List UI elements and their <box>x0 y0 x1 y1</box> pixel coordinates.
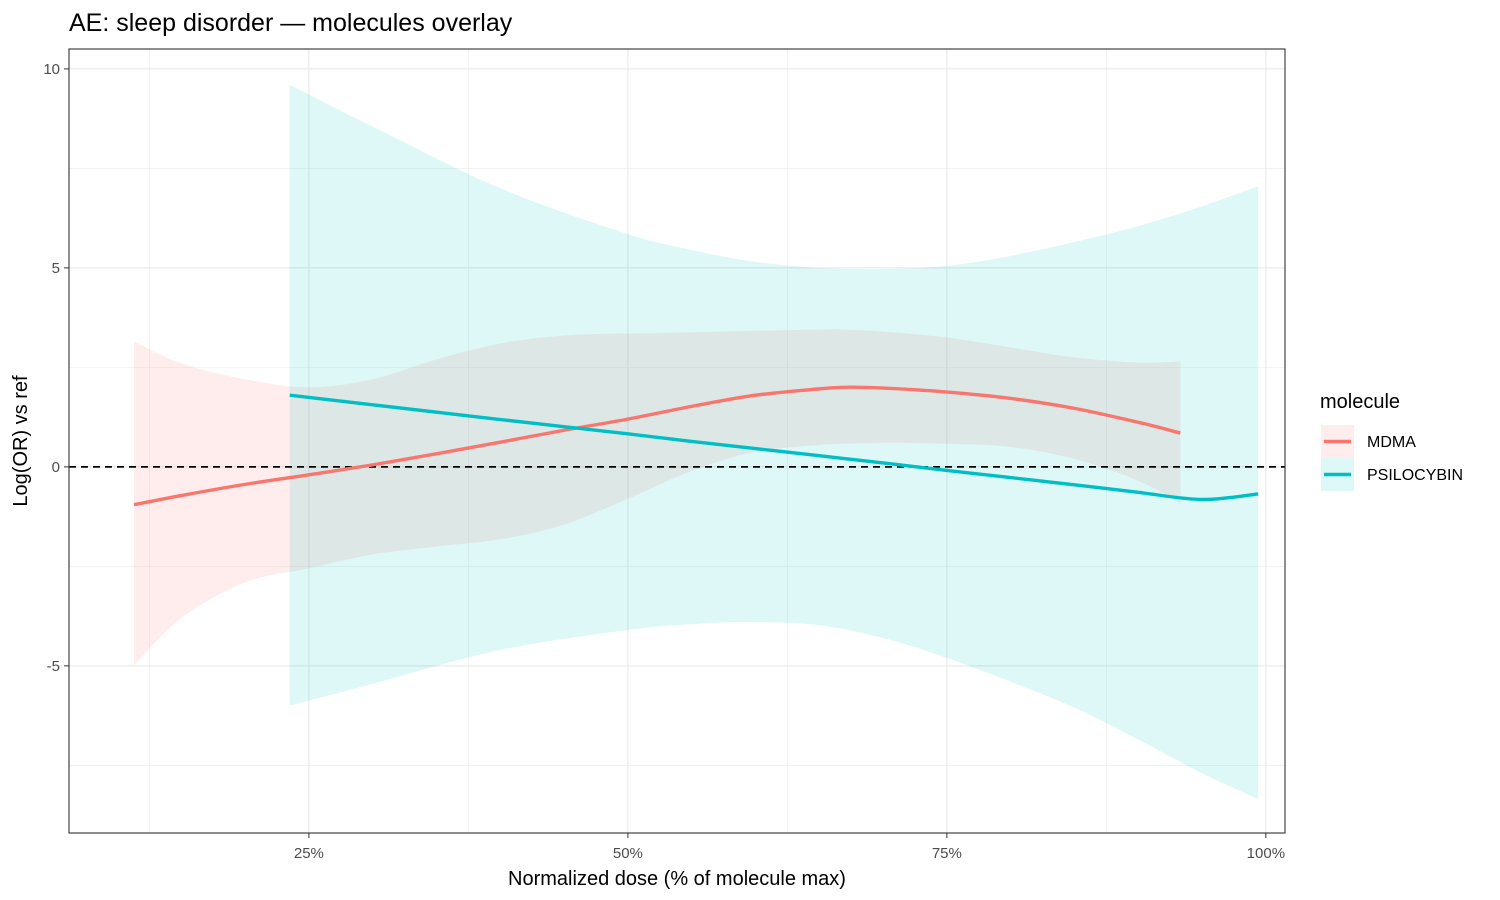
y-tick-label: 5 <box>52 260 60 277</box>
ribbon-mdma <box>134 329 1181 666</box>
x-tick-label: 100% <box>1247 845 1285 862</box>
ribbon-psilocybin <box>289 84 1259 800</box>
chart-title: AE: sleep disorder — molecules overlay <box>69 9 513 37</box>
axis-ticks: 25% 50% 75% 100% -5 0 5 10 <box>43 61 1285 862</box>
legend-title: molecule <box>1320 391 1400 413</box>
series-lines <box>133 385 1259 507</box>
series-line-psilocybin <box>289 393 1259 502</box>
legend: molecule MDMA PSILOCYBIN <box>1320 391 1463 491</box>
y-tick-label: -5 <box>47 658 60 675</box>
grid <box>69 49 1285 833</box>
x-tick-label: 50% <box>613 845 643 862</box>
x-tick-label: 75% <box>932 845 962 862</box>
legend-label-mdma: MDMA <box>1367 434 1416 451</box>
y-tick-label: 0 <box>52 459 60 476</box>
legend-label-psilocybin: PSILOCYBIN <box>1367 467 1463 484</box>
x-tick-label: 25% <box>294 845 324 862</box>
series-line-mdma <box>133 385 1181 507</box>
plot-panel-border <box>68 48 1286 834</box>
confidence-ribbons <box>134 84 1259 800</box>
y-axis-title: Log(OR) vs ref <box>10 375 32 507</box>
y-tick-label: 10 <box>43 61 60 78</box>
legend-keys: MDMA PSILOCYBIN <box>1321 425 1463 491</box>
x-axis-title: Normalized dose (% of molecule max) <box>508 868 846 890</box>
